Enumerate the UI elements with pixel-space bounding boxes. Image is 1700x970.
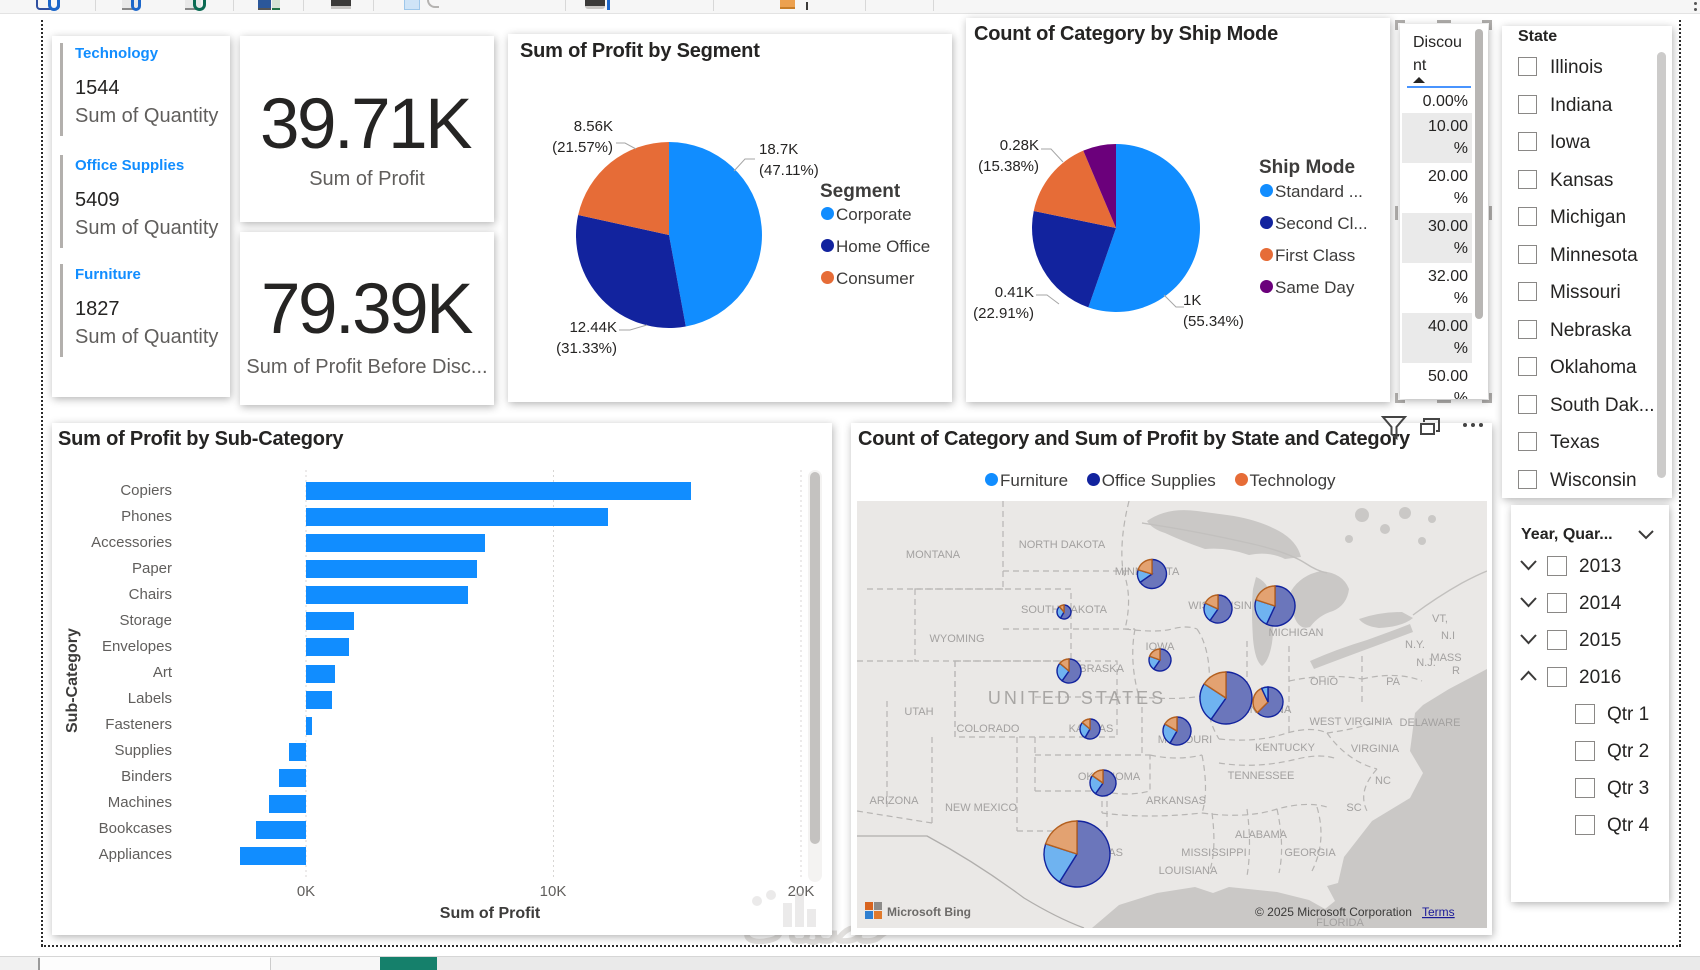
svg-text:© 2025 Microsoft Corporation: © 2025 Microsoft Corporation [1255, 905, 1412, 919]
svg-text:TENNESSEE: TENNESSEE [1228, 770, 1295, 782]
svg-text:MICHIGAN: MICHIGAN [1269, 627, 1324, 639]
svg-text:VIRGINIA: VIRGINIA [1351, 743, 1400, 755]
svg-text:N.J.: N.J. [1416, 657, 1436, 669]
svg-text:GEORGIA: GEORGIA [1284, 847, 1336, 859]
svg-text:VT,: VT, [1432, 613, 1448, 625]
svg-text:N.I: N.I [1441, 630, 1455, 642]
svg-text:DELAWARE: DELAWARE [1400, 717, 1461, 729]
svg-text:NC: NC [1375, 775, 1391, 787]
svg-text:LOUISIANA: LOUISIANA [1159, 865, 1218, 877]
svg-text:IOWA: IOWA [1146, 641, 1176, 653]
svg-text:Microsoft Bing: Microsoft Bing [887, 905, 971, 919]
svg-text:KENTUCKY: KENTUCKY [1255, 742, 1316, 754]
svg-text:FLORIDA: FLORIDA [1316, 917, 1364, 928]
svg-text:ARKANSAS: ARKANSAS [1146, 795, 1206, 807]
svg-text:MASS: MASS [1430, 652, 1461, 664]
svg-text:Terms: Terms [1422, 905, 1455, 919]
svg-text:NEW MEXICO: NEW MEXICO [945, 802, 1018, 814]
svg-text:ARIZONA: ARIZONA [870, 795, 920, 807]
svg-text:MONTANA: MONTANA [906, 549, 961, 561]
svg-text:SC: SC [1346, 802, 1361, 814]
svg-text:NORTH DAKOTA: NORTH DAKOTA [1019, 539, 1106, 551]
svg-text:PA: PA [1386, 676, 1401, 688]
svg-text:UTAH: UTAH [904, 706, 933, 718]
svg-text:WEST VIRGINIA: WEST VIRGINIA [1310, 716, 1394, 728]
svg-text:OHIO: OHIO [1310, 676, 1339, 688]
svg-text:MISSISSIPPI: MISSISSIPPI [1181, 847, 1246, 859]
svg-text:N.Y.: N.Y. [1405, 639, 1425, 651]
svg-text:WYOMING: WYOMING [930, 633, 985, 645]
svg-text:UNITED STATES: UNITED STATES [988, 688, 1166, 708]
svg-text:COLORADO: COLORADO [957, 723, 1020, 735]
svg-text:ALABAMA: ALABAMA [1235, 829, 1288, 841]
svg-text:R: R [1452, 665, 1460, 677]
